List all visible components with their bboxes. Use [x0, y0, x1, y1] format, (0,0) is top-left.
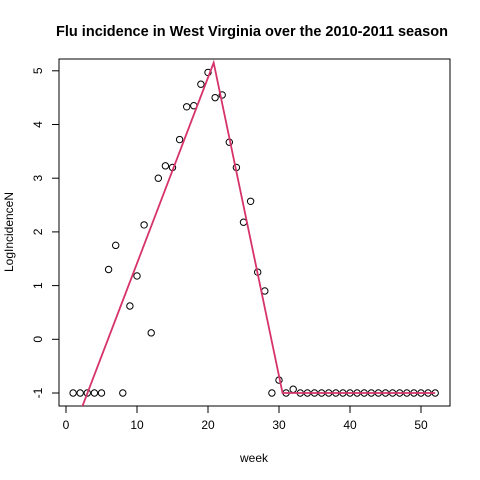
x-tick-label: 50	[414, 418, 428, 432]
chart-title: Flu incidence in West Virginia over the …	[56, 24, 448, 40]
data-point	[97, 389, 106, 397]
x-tick-label: 20	[201, 418, 215, 432]
data-point	[112, 241, 120, 250]
x-tick-label: 0	[63, 418, 70, 432]
data-point	[268, 389, 276, 397]
y-tick-label: 3	[31, 175, 45, 182]
y-axis-label: LogIncidenceN	[2, 192, 16, 272]
x-tick-label: 40	[343, 418, 357, 432]
data-point	[197, 80, 205, 88]
data-point	[140, 221, 148, 229]
data-point	[69, 389, 77, 397]
data-point	[147, 329, 155, 337]
data-point	[126, 302, 134, 310]
y-tick-label: 0	[31, 336, 45, 343]
y-tick-label: 2	[31, 228, 45, 235]
x-tick-label: 30	[272, 418, 286, 432]
y-axis: -1 0 1 2 3 4 5	[31, 67, 60, 398]
y-tick-label: -1	[31, 387, 45, 398]
data-point	[211, 93, 219, 102]
data-point	[133, 272, 141, 280]
data-points	[69, 68, 439, 397]
data-point	[175, 135, 184, 144]
y-tick-label: 5	[31, 67, 45, 74]
y-tick-label: 1	[31, 282, 45, 289]
fit-line-group	[81, 59, 436, 406]
data-point	[246, 197, 255, 205]
data-point	[90, 389, 99, 397]
x-tick-label: 10	[130, 418, 144, 432]
x-axis: 0 10 20 30 40 50	[63, 405, 428, 432]
data-point	[104, 265, 113, 274]
data-point	[154, 174, 163, 182]
data-point	[119, 389, 127, 397]
plot-frame	[58, 58, 451, 407]
data-point	[83, 389, 92, 397]
data-point	[76, 389, 84, 397]
data-point	[218, 91, 226, 99]
data-point	[183, 103, 191, 111]
x-axis-label: week	[239, 451, 269, 465]
fit-line	[81, 59, 436, 406]
data-point	[161, 162, 170, 170]
y-tick-label: 4	[31, 121, 45, 128]
data-point	[289, 385, 297, 393]
